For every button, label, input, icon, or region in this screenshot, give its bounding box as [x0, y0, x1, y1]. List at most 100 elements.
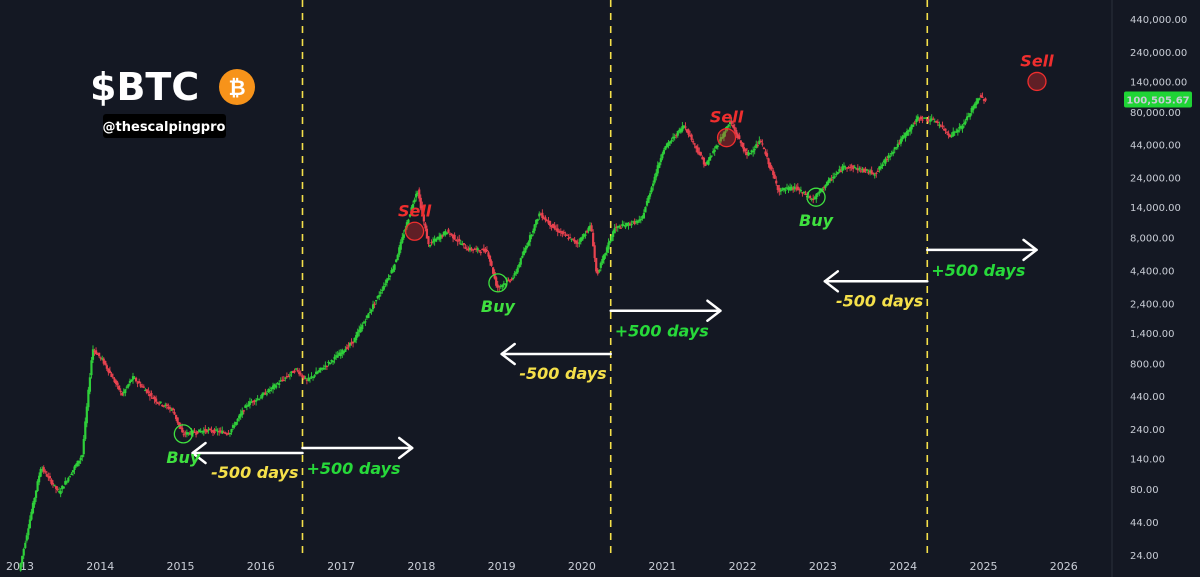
candle-body-down	[227, 433, 230, 435]
sell-signal-label: Sell	[710, 108, 744, 127]
candle-body-down	[798, 189, 801, 191]
candle-body-up	[630, 223, 633, 226]
candle-body-up	[476, 248, 479, 251]
candle-body-up	[331, 361, 335, 363]
candle-body-up	[74, 464, 78, 467]
candle-body-down	[350, 342, 353, 344]
bitcoin-symbol: ₿	[228, 76, 245, 100]
buy-signal-label: Buy	[166, 448, 201, 467]
candle-body-down	[418, 189, 421, 199]
candle-body-down	[772, 170, 775, 175]
cycle-arrowhead	[500, 342, 516, 366]
candle-body-up	[705, 161, 709, 165]
candle-body-down	[54, 486, 58, 489]
candle-body-down	[555, 228, 558, 230]
candle-body-down	[690, 134, 693, 140]
candle-body-down	[158, 403, 161, 405]
sell-signal-marker	[1027, 71, 1047, 92]
candle-body-down	[219, 430, 222, 432]
candle-body-down	[107, 368, 110, 373]
candle-body-down	[742, 147, 746, 152]
candle-body-up	[930, 118, 933, 121]
candle-body-up	[912, 124, 915, 127]
candle-body-down	[809, 196, 812, 199]
candle-body-up	[716, 145, 719, 147]
candle-body-down	[299, 373, 302, 375]
candle-body-up	[33, 497, 36, 505]
candle-body-up	[884, 158, 887, 164]
candle-body-up	[708, 156, 712, 161]
x-tick-label: 2024	[889, 560, 917, 573]
candle-body-up	[365, 315, 369, 318]
x-tick-label: 2025	[970, 560, 998, 573]
candle-body-up	[85, 406, 88, 424]
candle-body-up	[284, 377, 287, 379]
candle-body-up	[802, 191, 806, 194]
candle-body-up	[376, 296, 379, 299]
sell-signal-marker	[404, 221, 425, 241]
candle-body-up	[878, 166, 881, 170]
candle-body-down	[735, 130, 738, 135]
candle-body-up	[201, 430, 204, 433]
candle-body-up	[388, 275, 392, 277]
candle-body-up	[815, 194, 818, 200]
candle-body-up	[402, 234, 405, 238]
handle-text: @thescalpingpro	[103, 120, 226, 135]
y-tick-label: 140.00	[1130, 455, 1165, 466]
candle-body-up	[87, 389, 90, 408]
x-tick-label: 2023	[809, 560, 837, 573]
candle-body-down	[792, 188, 795, 190]
candle-body-up	[359, 326, 362, 333]
candle-body-up	[904, 133, 907, 138]
candle-body-up	[319, 367, 322, 371]
header: $BTC ₿ @thescalpingpro	[90, 65, 255, 138]
candle-body-down	[776, 185, 779, 190]
candle-body-down	[692, 141, 695, 143]
candle-body-up	[950, 135, 953, 137]
candle-body-up	[604, 253, 607, 255]
candle-body-up	[873, 174, 876, 176]
candle-body-up	[371, 304, 375, 310]
candle-body-down	[210, 430, 213, 432]
candle-body-down	[94, 350, 98, 354]
candle-body-up	[19, 563, 22, 571]
candle-body-up	[922, 117, 926, 119]
candle-body-up	[73, 466, 76, 470]
candle-body-up	[924, 117, 927, 119]
candle-body-down	[204, 428, 207, 432]
candle-body-up	[199, 430, 202, 433]
candle-body-down	[845, 167, 849, 169]
candle-body-up	[321, 367, 324, 369]
candle-body-down	[182, 434, 185, 436]
candle-body-down	[795, 188, 798, 190]
candle-body-down	[984, 98, 987, 101]
candle-body-down	[687, 129, 690, 135]
candle-body-down	[208, 428, 212, 430]
candle-body-up	[131, 376, 135, 380]
candle-body-up	[411, 204, 415, 210]
candle-body-up	[315, 371, 318, 375]
candle-body-up	[364, 321, 367, 323]
candle-body-up	[24, 542, 27, 549]
candle-body-down	[102, 358, 105, 364]
candle-body-up	[435, 238, 438, 242]
candle-body-up	[752, 150, 755, 153]
y-tick-label: 14,000.00	[1130, 203, 1181, 214]
candle-body-down	[628, 223, 632, 226]
candle-body-up	[231, 425, 235, 428]
y-tick-label: 2,400.00	[1130, 299, 1175, 310]
candle-body-up	[909, 127, 912, 132]
buy-signal-marker	[173, 424, 193, 444]
candle-body-up	[214, 429, 218, 431]
candle-body-down	[596, 269, 599, 274]
candle-body-up	[439, 234, 442, 239]
candle-body-up	[525, 245, 529, 248]
candle-body-down	[213, 429, 216, 434]
candle-body-up	[967, 116, 970, 118]
candle-body-down	[564, 234, 567, 236]
candle-body-down	[741, 142, 744, 148]
candle-body-up	[533, 224, 536, 231]
y-tick-label: 4,400.00	[1130, 266, 1175, 277]
candle-body-down	[145, 389, 148, 393]
candle-body-up	[659, 158, 662, 163]
